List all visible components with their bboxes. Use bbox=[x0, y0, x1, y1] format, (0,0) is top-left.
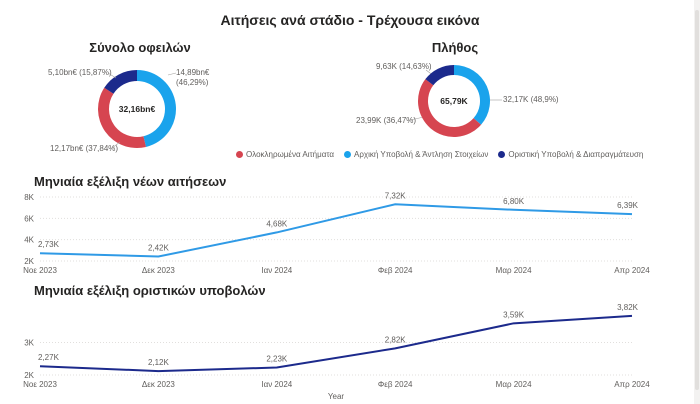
donut-count-center: 65,79K bbox=[440, 96, 468, 106]
data-label: 6,80K bbox=[503, 197, 525, 206]
y-tick-label: 6K bbox=[24, 214, 34, 223]
series-line bbox=[39, 314, 633, 373]
legend-label: Οριστική Υποβολή & Διαπραγμάτευση bbox=[508, 150, 644, 159]
data-label: 2,27K bbox=[38, 353, 60, 362]
y-tick-label: 2K bbox=[24, 257, 34, 266]
donut-total-label-dark: 5,10bn€ (15,87%) bbox=[48, 68, 112, 77]
donut-slice-final[interactable] bbox=[104, 70, 137, 94]
line-chart-final-submissions[interactable]: 2K 3K 2,27K Νοε 2023 2,12K Δεκ 2023 2,23K Ιαν 2… bbox=[0, 300, 700, 404]
x-tick-label: Νοε 2023 bbox=[23, 380, 57, 389]
data-label: 3,59K bbox=[503, 310, 525, 319]
page-title: Αιτήσεις ανά στάδιο - Τρέχουσα εικόνα bbox=[220, 12, 480, 28]
donut-count-title: Πλήθος bbox=[431, 40, 479, 55]
legend-dot-light-blue bbox=[344, 151, 352, 158]
legend-label: Ολοκληρωμένα Αιτήματα bbox=[246, 150, 335, 159]
legend-dot-red bbox=[236, 151, 243, 158]
donut-total-label-light-2: (46,29%) bbox=[176, 78, 209, 87]
x-tick-label: Απρ 2024 bbox=[614, 266, 650, 275]
data-label: 2,42K bbox=[148, 244, 170, 253]
x-tick-label: Απρ 2024 bbox=[614, 380, 650, 389]
y-tick-label: 2K bbox=[24, 371, 34, 380]
donut-count-chart[interactable]: 65,79K bbox=[416, 63, 492, 139]
data-label: 2,82K bbox=[385, 335, 407, 344]
x-tick-label: Μαρ 2024 bbox=[496, 380, 532, 389]
legend-dot-dark-blue bbox=[498, 151, 506, 158]
donut-count-label-light: 23,99K (36,47%) bbox=[356, 116, 417, 125]
x-axis-title: Year bbox=[328, 392, 345, 401]
chart2-title: Μηνιαία εξέλιξη οριστικών υποβολών bbox=[34, 283, 266, 298]
donut-slice-completed[interactable] bbox=[98, 87, 146, 148]
data-label: 2,73K bbox=[38, 240, 60, 249]
donut-count-label-dark: 9,63K (14,63%) bbox=[376, 62, 432, 71]
donut-total-title: Σύνολο οφειλών bbox=[89, 40, 191, 55]
donut-total-center: 32,16bn€ bbox=[119, 104, 156, 114]
legend-item-initial[interactable]: Αρχική Υποβολή & Άντληση Στοιχείων bbox=[344, 150, 488, 159]
chart1-title: Μηνιαία εξέλιξη νέων αιτήσεων bbox=[34, 174, 227, 189]
donut-total-label-light-1: 14,89bn€ bbox=[176, 68, 210, 77]
legend-item-completed[interactable]: Ολοκληρωμένα Αιτήματα bbox=[236, 150, 334, 159]
y-tick-label: 3K bbox=[24, 339, 34, 348]
data-label: 3,82K bbox=[617, 303, 639, 312]
legend-label: Αρχική Υποβολή & Άντληση Στοιχείων bbox=[354, 150, 489, 159]
legend-item-final[interactable]: Οριστική Υποβολή & Διαπραγμάτευση bbox=[498, 150, 643, 159]
legend: Ολοκληρωμένα Αιτήματα Αρχική Υποβολή & Ά… bbox=[236, 150, 643, 159]
donut-total-leaders bbox=[107, 69, 502, 149]
x-tick-label: Μαρ 2024 bbox=[496, 266, 532, 275]
y-tick-label: 8K bbox=[24, 193, 34, 202]
x-tick-label: Φεβ 2024 bbox=[378, 266, 413, 275]
donut-total-label-red: 12,17bn€ (37,84%) bbox=[50, 144, 119, 153]
line-chart-new-applications[interactable]: 2K 4K 6K 8K 2,73K Νοε 2023 2,42K Δεκ 2023 4,68K Ι… bbox=[0, 190, 700, 278]
y-tick-label: 4K bbox=[24, 236, 34, 245]
donut-slice-initial[interactable] bbox=[137, 70, 176, 147]
data-label: 7,32K bbox=[385, 191, 407, 200]
data-label: 2,23K bbox=[266, 355, 288, 364]
series-line bbox=[39, 203, 633, 258]
donut-count-label-red: 32,17K (48,9%) bbox=[503, 95, 559, 104]
x-tick-label: Ιαν 2024 bbox=[261, 266, 292, 275]
donut-total-chart[interactable]: 32,16bn€ bbox=[96, 68, 178, 150]
x-tick-label: Δεκ 2023 bbox=[142, 380, 175, 389]
scrollbar-thumb[interactable] bbox=[695, 10, 699, 390]
x-tick-label: Νοε 2023 bbox=[23, 266, 57, 275]
x-tick-label: Φεβ 2024 bbox=[378, 380, 413, 389]
x-tick-label: Δεκ 2023 bbox=[142, 266, 175, 275]
donut-slice-initial[interactable] bbox=[454, 65, 490, 125]
data-label: 2,12K bbox=[148, 358, 170, 367]
donut-slice-completed[interactable] bbox=[418, 79, 482, 138]
donut-slice-final[interactable] bbox=[425, 65, 454, 86]
data-label: 6,39K bbox=[617, 201, 639, 210]
data-label: 4,68K bbox=[266, 219, 288, 228]
x-tick-label: Ιαν 2024 bbox=[261, 380, 292, 389]
